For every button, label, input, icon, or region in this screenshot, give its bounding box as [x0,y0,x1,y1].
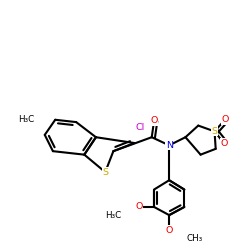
Text: O: O [221,115,229,124]
Text: O: O [220,138,228,147]
Text: S: S [102,168,108,176]
Text: Cl: Cl [136,124,145,132]
Text: O: O [135,202,143,211]
Text: N: N [166,141,173,150]
Text: H₃C: H₃C [105,210,122,220]
Text: O: O [150,116,158,126]
Text: H₃C: H₃C [18,115,34,124]
Text: S: S [212,127,218,136]
Text: CH₃: CH₃ [187,234,203,243]
Text: O: O [166,226,173,235]
